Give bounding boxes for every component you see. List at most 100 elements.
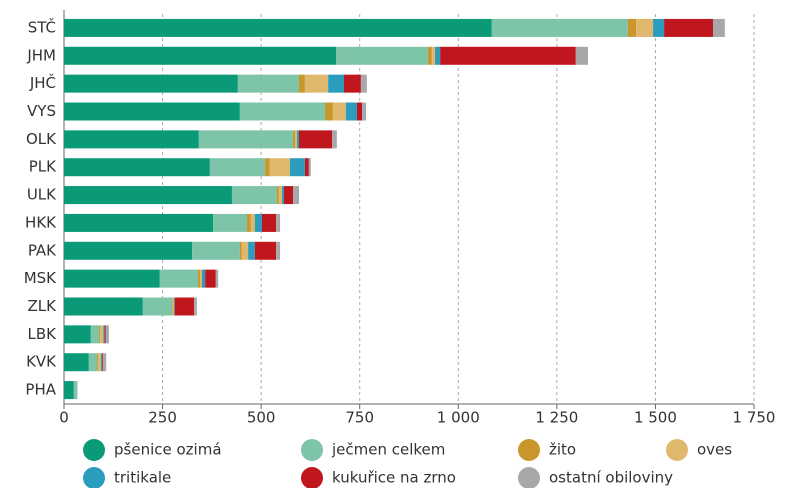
bar-segment [64, 270, 160, 288]
x-tick-label: 500 [247, 409, 276, 427]
bar-segment [172, 298, 173, 316]
legend-label: ostatní obiloviny [549, 469, 673, 487]
bar-segment [64, 19, 492, 37]
bar-segment [432, 47, 435, 65]
bar-segment [101, 353, 102, 371]
bar-segment [64, 186, 232, 204]
bar-segment [357, 103, 362, 121]
x-tick-label: 1 750 [733, 409, 776, 427]
bar-segment [325, 103, 333, 121]
bar-segment [240, 103, 325, 121]
bar-segment [64, 298, 143, 316]
bar-segment [232, 186, 277, 204]
bar-segment [362, 103, 366, 121]
legend-swatch [301, 439, 323, 461]
bar-segment [64, 242, 192, 260]
bar-segment [64, 47, 336, 65]
bar-segment [100, 325, 103, 343]
y-tick-label: OLK [26, 130, 57, 148]
bar-segment [428, 47, 432, 65]
bar-segment [435, 47, 440, 65]
bar-segment [103, 353, 106, 371]
x-tick-label: 1 500 [634, 409, 677, 427]
bar-segment [653, 19, 664, 37]
bar-segment [248, 242, 255, 260]
bar-segment [242, 242, 248, 260]
bar-segment [198, 270, 200, 288]
bar-segment [64, 353, 89, 371]
bar-segment [205, 270, 216, 288]
bar-segment [636, 19, 653, 37]
bar-segment [361, 75, 367, 93]
y-tick-label: JHČ [29, 73, 56, 92]
bar-segment [64, 130, 199, 148]
y-tick-label: HKK [25, 213, 57, 231]
bar-segment [282, 186, 284, 204]
bar-segment [270, 158, 290, 176]
bar-segment [64, 103, 240, 121]
bar-segment [64, 325, 91, 343]
bar-segment [328, 75, 344, 93]
legend-swatch [83, 439, 105, 461]
bar-segment [290, 158, 305, 176]
bar-segment [89, 353, 97, 371]
bar-segment [305, 158, 309, 176]
bar-segment [262, 214, 276, 232]
bar-segment [492, 19, 628, 37]
legend-swatch [666, 439, 688, 461]
bar-segment [346, 103, 357, 121]
y-tick-label: ULK [27, 186, 57, 204]
bar-segment [265, 158, 270, 176]
y-tick-label: JHM [26, 46, 56, 64]
legend-swatch [301, 467, 323, 488]
bar-segment [251, 214, 255, 232]
bar-segment [284, 186, 293, 204]
bar-segment [213, 214, 247, 232]
legend-label: kukuřice na zrno [332, 469, 456, 487]
bar-segment [202, 270, 205, 288]
y-tick-label: KVK [26, 353, 57, 371]
bar-segment [299, 75, 305, 93]
bar-segment [240, 242, 242, 260]
bar-segment [713, 19, 725, 37]
bar-segment [344, 75, 361, 93]
x-tick-label: 250 [148, 409, 177, 427]
y-tick-label: LBK [28, 325, 58, 343]
bar-segment [106, 325, 109, 343]
bar-segment [576, 47, 588, 65]
bar-segment [102, 353, 103, 371]
bar-segment [440, 47, 576, 65]
bar-segment [173, 298, 174, 316]
bar-segment [103, 325, 104, 343]
bar-segment [143, 298, 172, 316]
bar-segment [105, 325, 106, 343]
bar-segment [276, 214, 280, 232]
bar-segment [238, 75, 299, 93]
bar-segment [175, 298, 194, 316]
y-tick-label: PLK [29, 158, 57, 176]
bar-segment [74, 381, 77, 399]
bar-segment [64, 75, 238, 93]
legend-label: žito [549, 441, 576, 459]
bar-segment [279, 186, 282, 204]
bar-segment [305, 75, 328, 93]
bar-segment [628, 19, 636, 37]
y-tick-label: PHA [25, 381, 56, 399]
bar-segment [200, 270, 202, 288]
x-tick-label: 0 [59, 409, 69, 427]
bar-segment [192, 242, 240, 260]
y-tick-label: VYS [27, 102, 56, 120]
bar-segment [293, 130, 295, 148]
y-tick-label: PAK [28, 241, 57, 259]
bar-segment [276, 242, 280, 260]
bar-segment [199, 130, 293, 148]
bar-segment [295, 130, 297, 148]
bar-segment [293, 186, 299, 204]
legend-swatch [518, 439, 540, 461]
legend-label: oves [697, 441, 732, 459]
bar-segment [333, 103, 346, 121]
y-tick-label: ZLK [28, 297, 58, 315]
bar-segment [91, 325, 99, 343]
legend-label: pšenice ozimá [114, 441, 222, 459]
